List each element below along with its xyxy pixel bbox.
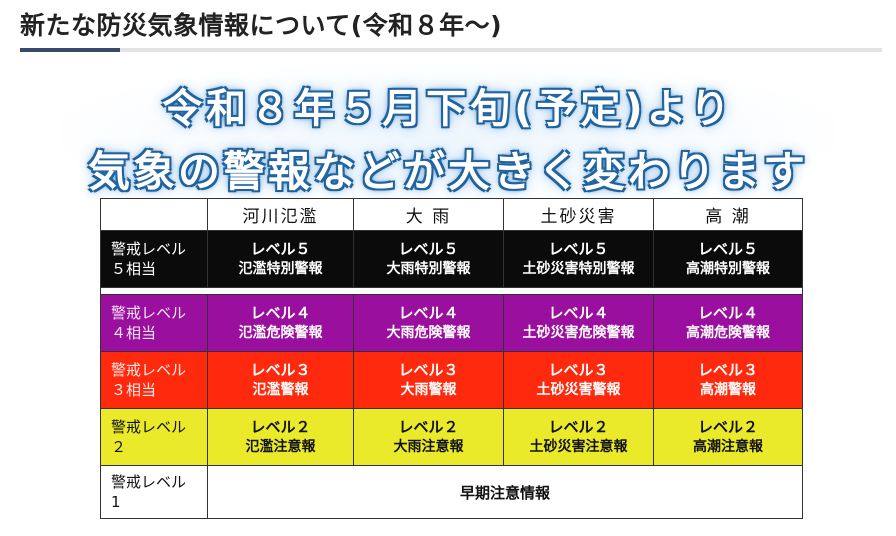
cell-name: 氾濫特別警報 — [238, 261, 323, 277]
row-label: 警戒レベル ５相当 — [100, 230, 208, 288]
table-cell: レベル５ 大雨特別警報 — [353, 230, 504, 288]
cell-name: 大雨危険警報 — [386, 325, 471, 341]
cell-level: レベル２ — [548, 418, 609, 436]
heading-underline-accent — [20, 48, 120, 52]
row-label-bottom: ２ — [111, 438, 127, 456]
row-label: 警戒レベル ２ — [100, 408, 208, 466]
table-row-level-4: 警戒レベル ４相当 レベル４ 氾濫危険警報 レベル４ 大雨危険警報 レベル４ 土砂災害… — [100, 294, 803, 352]
table-row-level-1: 警戒レベル 1 早期注意情報 — [100, 465, 803, 519]
header-corner — [100, 198, 208, 231]
early-warning-info-cell: 早期注意情報 — [207, 465, 803, 519]
table-cell: レベル３ 土砂災害警報 — [503, 351, 654, 409]
cell-level: レベル３ — [548, 361, 609, 379]
table-cell: レベル２ 土砂災害注意報 — [503, 408, 654, 466]
cell-name: 高潮注意報 — [693, 439, 763, 455]
row-label-bottom: ４相当 — [111, 324, 157, 342]
table-row-level-2: 警戒レベル ２ レベル２ 氾濫注意報 レベル２ 大雨注意報 レベル２ 土砂災害注意報 … — [100, 408, 803, 466]
table-cell: レベル４ 氾濫危険警報 — [207, 294, 354, 352]
table-cell: レベル５ 氾濫特別警報 — [207, 230, 354, 288]
cell-level: レベル３ — [250, 361, 311, 379]
table-spacer-row — [100, 287, 803, 295]
cell-name: 大雨特別警報 — [386, 261, 471, 277]
cell-name: 土砂災害警報 — [536, 382, 621, 398]
column-header-river: 河川氾濫 — [207, 198, 354, 231]
table-cell: レベル２ 氾濫注意報 — [207, 408, 354, 466]
cell-level: レベル４ — [398, 304, 459, 322]
spacer-cell — [100, 287, 803, 295]
cell-name: 高潮警報 — [700, 382, 756, 398]
cell-name: 大雨注意報 — [393, 439, 464, 455]
table-header-row: 河川氾濫 大 雨 土砂災害 高 潮 — [100, 198, 803, 231]
table-cell: レベル５ 土砂災害特別警報 — [503, 230, 654, 288]
row-label-bottom: 1 — [111, 493, 121, 511]
cell-name: 土砂災害特別警報 — [522, 261, 635, 277]
row-label-top: 警戒レベル — [111, 240, 187, 258]
page-title: 新たな防災気象情報について(令和８年〜) — [20, 11, 503, 40]
table-cell: レベル３ 氾濫警報 — [207, 351, 354, 409]
table-row-level-3: 警戒レベル ３相当 レベル３ 氾濫警報 レベル３ 大雨警報 レベル３ 土砂災害警報 レ… — [100, 351, 803, 409]
row-label-top: 警戒レベル — [111, 361, 187, 379]
table-cell: レベル３ 高潮警報 — [653, 351, 803, 409]
row-label-top: 警戒レベル — [111, 473, 187, 491]
cell-level: レベル３ — [398, 361, 459, 379]
cell-level: レベル２ — [398, 418, 459, 436]
table-cell: レベル５ 高潮特別警報 — [653, 230, 803, 288]
cell-name: 氾濫危険警報 — [238, 325, 323, 341]
row-label-top: 警戒レベル — [111, 418, 187, 436]
table-cell: レベル４ 高潮危険警報 — [653, 294, 803, 352]
column-header-landslide: 土砂災害 — [503, 198, 654, 231]
cell-level: レベル３ — [697, 361, 758, 379]
table-cell: レベル４ 大雨危険警報 — [353, 294, 504, 352]
row-label-bottom: ３相当 — [111, 381, 157, 399]
cell-level: レベル４ — [697, 304, 758, 322]
row-label: 警戒レベル ４相当 — [100, 294, 208, 352]
cell-level: レベル５ — [697, 240, 758, 258]
cell-level: レベル４ — [548, 304, 609, 322]
cell-name: 氾濫警報 — [252, 382, 309, 398]
cell-name: 高潮危険警報 — [686, 325, 770, 341]
table-cell: レベル２ 大雨注意報 — [353, 408, 504, 466]
row-label: 警戒レベル ３相当 — [100, 351, 208, 409]
cell-level: レベル５ — [250, 240, 311, 258]
cell-name: 土砂災害危険警報 — [522, 325, 635, 341]
table-row-level-5: 警戒レベル ５相当 レベル５ 氾濫特別警報 レベル５ 大雨特別警報 レベル５ 土砂災害… — [100, 230, 803, 288]
column-header-heavy-rain: 大 雨 — [353, 198, 504, 231]
cell-name: 氾濫注意報 — [245, 439, 316, 455]
banner-line-1: 令和８年５月下旬(予定)より — [162, 86, 734, 132]
cell-level: レベル２ — [250, 418, 311, 436]
banner-line-2: 気象の警報などが大きく変わります — [87, 147, 808, 196]
heading-underline — [20, 48, 882, 52]
cell-level: レベル５ — [548, 240, 609, 258]
cell-level: レベル２ — [697, 418, 758, 436]
cell-name: 土砂災害注意報 — [529, 439, 628, 455]
table-cell: レベル４ 土砂災害危険警報 — [503, 294, 654, 352]
warning-level-table: 河川氾濫 大 雨 土砂災害 高 潮 警戒レベル ５相当 レベル５ 氾濫特別警報 レ… — [100, 198, 803, 519]
row-label-bottom: ５相当 — [111, 260, 157, 278]
column-header-storm-surge: 高 潮 — [653, 198, 803, 231]
cell-level: レベル５ — [398, 240, 459, 258]
table-cell: レベル２ 高潮注意報 — [653, 408, 803, 466]
row-label-top: 警戒レベル — [111, 304, 187, 322]
cell-level: レベル４ — [250, 304, 311, 322]
announcement-banner: 令和８年５月下旬(予定)より 気象の警報などが大きく変わります — [60, 62, 836, 202]
cell-name: 高潮特別警報 — [686, 261, 770, 277]
row-label: 警戒レベル 1 — [100, 465, 208, 519]
cell-name: 大雨警報 — [400, 382, 457, 398]
table-cell: レベル３ 大雨警報 — [353, 351, 504, 409]
